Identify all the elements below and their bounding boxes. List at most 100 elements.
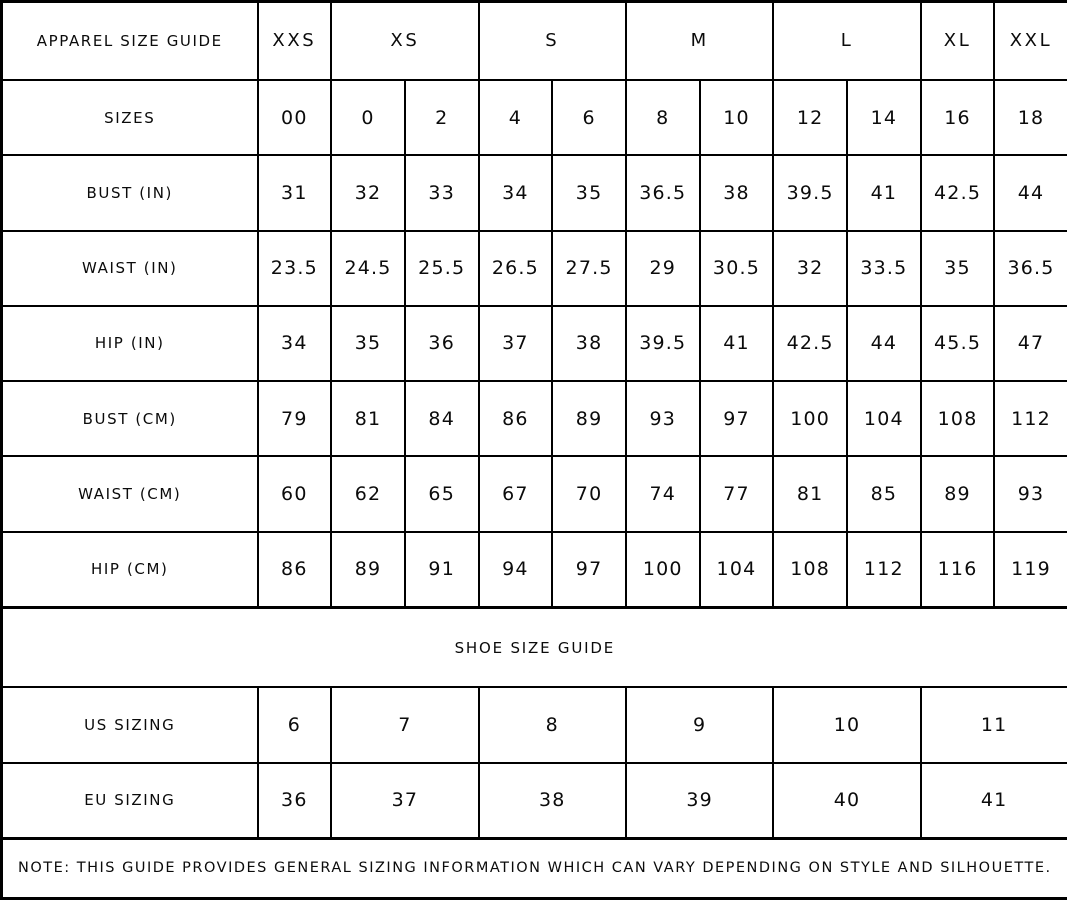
note-row: NOTE: THIS GUIDE PROVIDES GENERAL SIZING…: [0, 836, 1067, 900]
row-label: BUST (CM): [0, 380, 259, 458]
value-cell: 85: [846, 455, 922, 533]
bust-in-row: BUST (IN) 31 32 33 34 35 36.5 38 39.5 41…: [0, 154, 1067, 232]
value-cell: 7: [330, 686, 480, 764]
shoe-guide-header-row: SHOE SIZE GUIDE: [0, 605, 1067, 689]
value-cell: 36: [403, 304, 480, 383]
value-cell: 41: [846, 154, 922, 232]
value-cell: 33: [403, 154, 480, 232]
hip-in-row: HIP (IN) 34 35 36 37 38 39.5 41 42.5 44 …: [0, 304, 1067, 383]
value-cell: 77: [698, 455, 775, 533]
value-cell: 35: [551, 154, 627, 232]
eu-sizing-row: EU SIZING 36 37 38 39 40 41: [0, 761, 1067, 840]
value-cell: 33.5: [846, 229, 922, 307]
size-header-s: S: [477, 0, 627, 81]
value-cell: 24.5: [330, 229, 406, 307]
value-cell: 47: [993, 304, 1067, 383]
value-cell: 37: [477, 304, 554, 383]
value-cell: 38: [477, 761, 627, 840]
value-cell: 100: [624, 530, 701, 609]
value-cell: 35: [330, 304, 406, 383]
row-label: WAIST (IN): [0, 229, 259, 307]
value-cell: 81: [330, 380, 406, 458]
value-cell: 119: [993, 530, 1067, 609]
waist-cm-row: WAIST (CM) 60 62 65 67 70 74 77 81 85 89…: [0, 455, 1067, 533]
value-cell: 40: [772, 761, 922, 840]
value-cell: 89: [919, 455, 996, 533]
value-cell: 36: [256, 761, 333, 840]
apparel-header-row: APPAREL SIZE GUIDE XXS XS S M L XL XXL: [0, 0, 1067, 81]
value-cell: 108: [919, 380, 996, 458]
value-cell: 8: [477, 686, 627, 764]
bust-cm-row: BUST (CM) 79 81 84 86 89 93 97 100 104 1…: [0, 380, 1067, 458]
value-cell: 0: [330, 78, 406, 157]
value-cell: 8: [624, 78, 701, 157]
value-cell: 32: [772, 229, 849, 307]
size-header-m: M: [624, 0, 775, 81]
value-cell: 100: [772, 380, 849, 458]
value-cell: 10: [698, 78, 775, 157]
waist-in-row: WAIST (IN) 23.5 24.5 25.5 26.5 27.5 29 3…: [0, 229, 1067, 307]
value-cell: 44: [993, 154, 1067, 232]
size-header-xxs: XXS: [256, 0, 333, 81]
value-cell: 4: [477, 78, 554, 157]
value-cell: 34: [256, 304, 333, 383]
value-cell: 00: [256, 78, 333, 157]
value-cell: 79: [256, 380, 333, 458]
value-cell: 18: [993, 78, 1067, 157]
value-cell: 67: [477, 455, 554, 533]
value-cell: 60: [256, 455, 333, 533]
value-cell: 91: [403, 530, 480, 609]
row-label: HIP (CM): [0, 530, 259, 609]
value-cell: 39.5: [624, 304, 701, 383]
row-label: WAIST (CM): [0, 455, 259, 533]
value-cell: 35: [919, 229, 996, 307]
value-cell: 93: [993, 455, 1067, 533]
value-cell: 104: [846, 380, 922, 458]
value-cell: 97: [551, 530, 627, 609]
sizes-row: SIZES 00 0 2 4 6 8 10 12 14 16 18: [0, 78, 1067, 157]
value-cell: 42.5: [919, 154, 996, 232]
value-cell: 32: [330, 154, 406, 232]
value-cell: 36.5: [624, 154, 701, 232]
row-label: US SIZING: [0, 686, 259, 764]
value-cell: 104: [698, 530, 775, 609]
value-cell: 27.5: [551, 229, 627, 307]
value-cell: 112: [846, 530, 922, 609]
row-label: BUST (IN): [0, 154, 259, 232]
value-cell: 11: [919, 686, 1067, 764]
value-cell: 84: [403, 380, 480, 458]
value-cell: 45.5: [919, 304, 996, 383]
value-cell: 89: [330, 530, 406, 609]
value-cell: 41: [919, 761, 1067, 840]
sizing-note: NOTE: THIS GUIDE PROVIDES GENERAL SIZING…: [0, 836, 1067, 900]
value-cell: 39: [624, 761, 775, 840]
value-cell: 89: [551, 380, 627, 458]
value-cell: 93: [624, 380, 701, 458]
value-cell: 38: [551, 304, 627, 383]
value-cell: 108: [772, 530, 849, 609]
hip-cm-row: HIP (CM) 86 89 91 94 97 100 104 108 112 …: [0, 530, 1067, 609]
value-cell: 25.5: [403, 229, 480, 307]
value-cell: 26.5: [477, 229, 554, 307]
value-cell: 86: [477, 380, 554, 458]
value-cell: 37: [330, 761, 480, 840]
value-cell: 16: [919, 78, 996, 157]
value-cell: 112: [993, 380, 1067, 458]
value-cell: 86: [256, 530, 333, 609]
value-cell: 36.5: [993, 229, 1067, 307]
value-cell: 34: [477, 154, 554, 232]
value-cell: 9: [624, 686, 775, 764]
value-cell: 65: [403, 455, 480, 533]
row-label: EU SIZING: [0, 761, 259, 840]
size-header-l: L: [772, 0, 922, 81]
us-sizing-row: US SIZING 6 7 8 9 10 11: [0, 686, 1067, 764]
value-cell: 81: [772, 455, 849, 533]
value-cell: 12: [772, 78, 849, 157]
size-header-xxl: XXL: [993, 0, 1067, 81]
size-header-xs: XS: [330, 0, 480, 81]
row-label: HIP (IN): [0, 304, 259, 383]
value-cell: 62: [330, 455, 406, 533]
value-cell: 31: [256, 154, 333, 232]
shoe-guide-title: SHOE SIZE GUIDE: [0, 605, 1067, 689]
